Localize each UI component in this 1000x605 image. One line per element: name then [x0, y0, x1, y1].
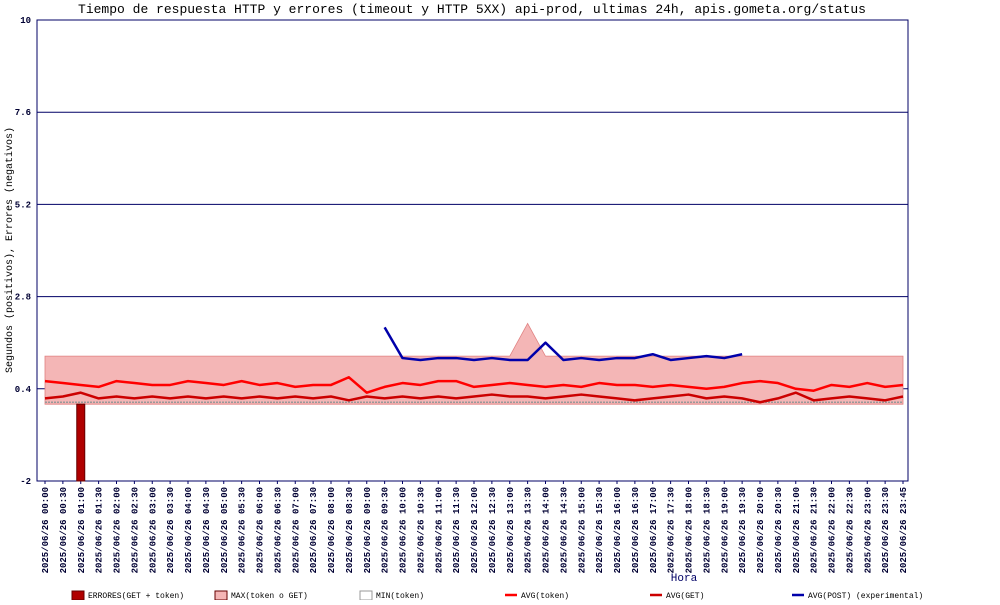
x-tick-label: 2025/06/26 23:45: [899, 487, 909, 573]
x-tick-label: 2025/06/26 11:00: [434, 487, 444, 573]
x-tick-label: 2025/06/26 23:00: [863, 487, 873, 573]
legend-label: MIN(token): [376, 592, 424, 600]
x-tick-label: 2025/06/26 19:00: [720, 487, 730, 573]
x-tick-label: 2025/06/26 13:30: [524, 487, 534, 573]
x-tick-label: 2025/06/26 10:30: [416, 487, 426, 573]
x-tick-label: 2025/06/26 20:30: [774, 487, 784, 573]
legend-label: AVG(token): [521, 592, 569, 600]
plot-frame: [36, 19, 909, 482]
x-tick-label: 2025/06/26 22:00: [828, 487, 838, 573]
legend-label: AVG(GET): [666, 592, 704, 600]
x-tick-label: 2025/06/26 15:00: [577, 487, 587, 573]
x-tick-label: 2025/06/26 07:30: [309, 487, 319, 573]
x-tick-label: 2025/06/26 11:30: [452, 487, 462, 573]
series-line: [44, 391, 904, 404]
x-tick-label: 2025/06/26 05:00: [220, 487, 230, 573]
legend-swatch: [214, 590, 228, 601]
legend-swatch: [359, 590, 373, 601]
y-tick-label: 5.2: [15, 200, 31, 210]
x-tick-label: 2025/06/26 17:00: [649, 487, 659, 573]
x-tick-label: 2025/06/26 08:30: [345, 487, 355, 573]
x-tick-label: 2025/06/26 13:00: [506, 487, 516, 573]
x-tick-label: 2025/06/26 01:00: [77, 487, 87, 573]
x-tick-label: 2025/06/26 17:30: [667, 487, 677, 573]
x-tick-label: 2025/06/26 16:30: [631, 487, 641, 573]
x-tick-label: 2025/06/26 16:00: [613, 487, 623, 573]
x-tick-label: 2025/06/26 02:00: [113, 487, 123, 573]
x-tick-label: 2025/06/26 10:00: [399, 487, 409, 573]
max-area: [44, 322, 904, 405]
legend-label: AVG(POST) (experimental): [808, 592, 923, 600]
x-tick-label: 2025/06/26 07:00: [291, 487, 301, 573]
x-tick-label: 2025/06/26 02:30: [130, 487, 140, 573]
x-tick-label: 2025/06/26 00:30: [59, 487, 69, 573]
x-tick-label: 2025/06/26 18:00: [685, 487, 695, 573]
y-tick-label: 10: [20, 16, 31, 26]
x-tick-label: 2025/06/26 03:00: [148, 487, 158, 573]
error-bar: [76, 403, 86, 482]
x-axis-label: Hora: [671, 573, 698, 585]
x-tick-label: 2025/06/26 03:30: [166, 487, 176, 573]
series-line: [383, 326, 743, 362]
x-tick-label: 2025/06/26 08:00: [327, 487, 337, 573]
y-axis-label: Segundos (positivos), Errores (negativos…: [4, 127, 16, 373]
x-tick-label: 2025/06/26 14:00: [542, 487, 552, 573]
x-tick-label: 2025/06/26 12:00: [470, 487, 480, 573]
x-tick-label: 2025/06/26 18:30: [702, 487, 712, 573]
legend-label: ERRORES(GET + token): [88, 592, 184, 600]
x-tick-label: 2025/06/26 06:00: [256, 487, 266, 573]
legend-label: MAX(token o GET): [231, 592, 308, 600]
x-tick-label: 2025/06/26 23:30: [881, 487, 891, 573]
y-tick-label: 2.8: [15, 293, 31, 303]
x-tick-label: 2025/06/26 12:30: [488, 487, 498, 573]
x-tick-label: 2025/06/26 01:30: [95, 487, 105, 573]
y-tick-label: -2: [20, 477, 31, 487]
x-tick-label: 2025/06/26 05:30: [238, 487, 248, 573]
x-tick-label: 2025/06/26 21:30: [810, 487, 820, 573]
x-tick-label: 2025/06/26 06:30: [273, 487, 283, 573]
x-tick-label: 2025/06/26 04:00: [184, 487, 194, 573]
x-tick-label: 2025/06/26 09:00: [363, 487, 373, 573]
legend-swatch: [71, 590, 85, 601]
x-tick-label: 2025/06/26 19:30: [738, 487, 748, 573]
x-tick-label: 2025/06/26 09:30: [381, 487, 391, 573]
x-tick-label: 2025/06/26 20:00: [756, 487, 766, 573]
x-tick-label: 2025/06/26 15:30: [595, 487, 605, 573]
series-line: [44, 376, 904, 394]
x-tick-label: 2025/06/26 21:00: [792, 487, 802, 573]
y-tick-label: 0.4: [15, 385, 32, 395]
x-tick-label: 2025/06/26 04:30: [202, 487, 212, 573]
y-tick-label: 7.6: [15, 108, 31, 118]
chart-title: Tiempo de respuesta HTTP y errores (time…: [78, 2, 866, 17]
x-tick-label: 2025/06/26 00:00: [41, 487, 51, 573]
x-tick-label: 2025/06/26 22:30: [845, 487, 855, 573]
x-tick-label: 2025/06/26 14:30: [559, 487, 569, 573]
